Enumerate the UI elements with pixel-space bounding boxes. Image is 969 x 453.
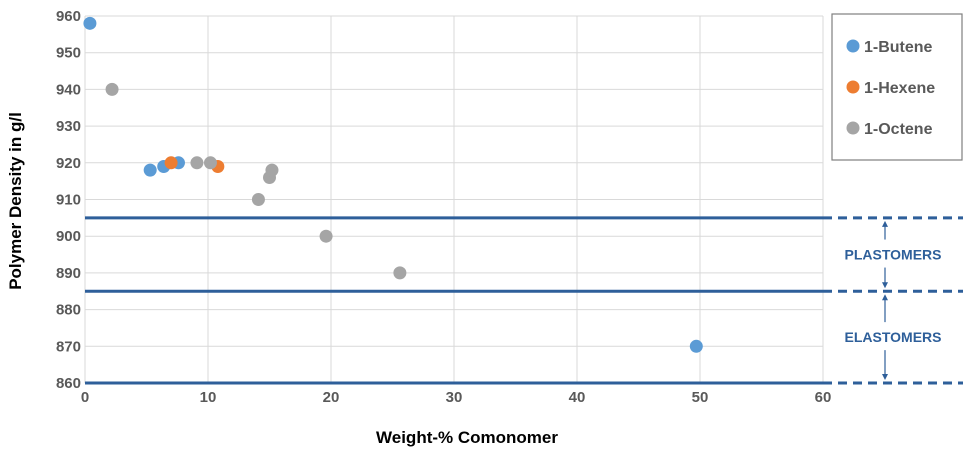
legend-marker-1-octene	[846, 121, 860, 135]
region-label: ELASTOMERS	[845, 329, 942, 345]
legend-marker-1-hexene	[846, 80, 860, 94]
x-tick-label: 40	[569, 389, 586, 406]
region-annotations: PLASTOMERS ELASTOMERS	[845, 220, 942, 380]
y-tick-label: 870	[56, 338, 81, 355]
data-point-1-butene	[143, 163, 157, 177]
data-points	[83, 16, 703, 353]
y-tick-label: 880	[56, 302, 81, 319]
legend-label-1-hexene: 1-Hexene	[864, 80, 935, 97]
x-axis-title: Weight-% Comonomer	[376, 428, 558, 447]
legend: 1-Butene 1-Hexene 1-Octene	[831, 13, 963, 161]
x-tick-label: 0	[81, 389, 89, 406]
data-point-1-hexene	[164, 156, 178, 170]
y-tick-label: 940	[56, 81, 81, 98]
legend-marker-1-butene	[846, 39, 860, 53]
data-point-1-butene	[83, 16, 97, 30]
grid	[84, 15, 824, 384]
region-arrowhead-up	[882, 294, 888, 301]
x-tick-label: 30	[446, 389, 463, 406]
data-point-1-octene	[265, 163, 279, 177]
region-arrowhead-down	[882, 282, 888, 289]
data-point-1-octene	[393, 266, 407, 280]
y-tick-label: 900	[56, 228, 81, 245]
y-tick-label: 910	[56, 192, 81, 209]
legend-label-1-butene: 1-Butene	[864, 39, 933, 56]
x-tick-label: 50	[692, 389, 709, 406]
x-tick-label: 60	[815, 389, 832, 406]
reference-lines	[85, 216, 963, 385]
x-axis-ticks: 0 10 20 30 40 50 60	[81, 389, 832, 406]
y-tick-label: 960	[56, 8, 81, 25]
y-tick-label: 950	[56, 45, 81, 62]
data-point-1-octene	[105, 82, 119, 96]
y-axis-title: Polymer Density in g/l	[6, 112, 25, 290]
region-arrowhead-down	[882, 374, 888, 380]
y-tick-label: 920	[56, 155, 81, 172]
legend-label-1-octene: 1-Octene	[864, 121, 933, 138]
y-tick-label: 890	[56, 265, 81, 282]
data-point-1-octene	[190, 156, 204, 170]
y-tick-label: 860	[56, 375, 81, 392]
y-axis-ticks: 860 870 880 890 900 910 920 930 940 950 960	[56, 8, 81, 392]
data-point-1-octene	[251, 193, 265, 206]
data-point-1-octene	[203, 156, 217, 170]
x-tick-label: 20	[323, 389, 340, 406]
y-tick-label: 930	[56, 118, 81, 135]
data-point-1-butene	[689, 339, 703, 353]
region-label: PLASTOMERS	[845, 247, 942, 263]
x-tick-label: 10	[200, 389, 217, 406]
region-arrowhead-up	[882, 220, 888, 227]
data-point-1-octene	[319, 229, 333, 243]
